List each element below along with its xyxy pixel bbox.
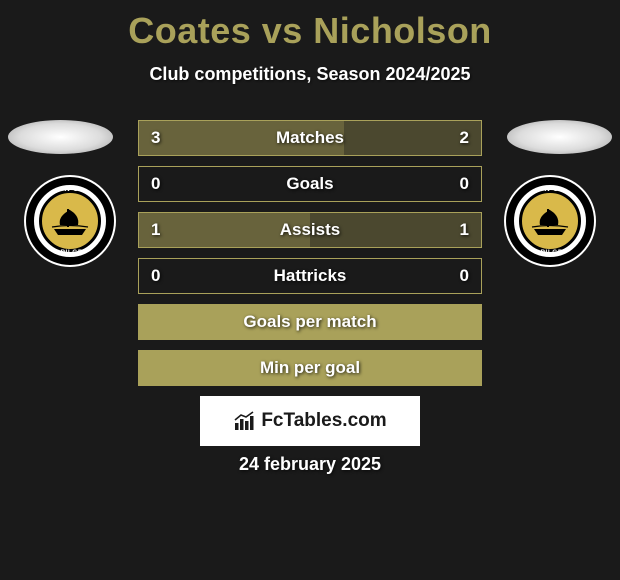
stat-label: Assists: [280, 220, 340, 240]
stat-value-right: 1: [460, 220, 469, 240]
stat-row: Min per goal: [138, 350, 482, 386]
stat-value-right: 0: [460, 174, 469, 194]
fctables-logo: FcTables.com: [200, 396, 420, 446]
stat-row: 0 Hattricks 0: [138, 258, 482, 294]
comparison-title: Coates vs Nicholson: [0, 0, 620, 52]
stat-row: Goals per match: [138, 304, 482, 340]
player-right-oval: [507, 120, 612, 154]
stat-value-left: 0: [151, 174, 160, 194]
player-left-oval: [8, 120, 113, 154]
club-badge-text-top: BOSTON UNITED: [34, 186, 106, 193]
club-badge-right: BOSTON UNITED THE PILGRIMS: [506, 177, 594, 265]
stat-label: Hattricks: [274, 266, 347, 286]
stat-value-left: 3: [151, 128, 160, 148]
club-badge-left: BOSTON UNITED THE PILGRIMS: [26, 177, 114, 265]
ship-icon: [530, 205, 570, 237]
chart-icon: [233, 411, 257, 431]
logo-rest: Tables.com: [284, 410, 387, 432]
comparison-subtitle: Club competitions, Season 2024/2025: [0, 64, 620, 85]
fctables-logo-text: FcTables.com: [233, 410, 386, 432]
stat-label: Goals: [286, 174, 333, 194]
club-badge-text-bottom: THE PILGRIMS: [514, 249, 586, 256]
stat-row: 1 Assists 1: [138, 212, 482, 248]
stat-value-left: 1: [151, 220, 160, 240]
stat-label: Min per goal: [260, 358, 360, 378]
stat-label: Matches: [276, 128, 344, 148]
comparison-date: 24 february 2025: [0, 454, 620, 475]
player-left-club-badge: BOSTON UNITED THE PILGRIMS: [24, 175, 116, 267]
stat-row: 0 Goals 0: [138, 166, 482, 202]
stat-value-left: 0: [151, 266, 160, 286]
ship-icon: [50, 205, 90, 237]
club-badge-text-top: BOSTON UNITED: [514, 186, 586, 193]
logo-fc: Fc: [261, 410, 283, 432]
club-badge-inner: [519, 190, 581, 252]
stat-value-right: 0: [460, 266, 469, 286]
club-badge-text-bottom: THE PILGRIMS: [34, 249, 106, 256]
stat-row: 3 Matches 2: [138, 120, 482, 156]
stat-label: Goals per match: [243, 312, 376, 332]
stats-panel: 3 Matches 2 0 Goals 0 1 Assists 1 0 Hattricks 0 Goal…: [138, 120, 482, 396]
player-right-club-badge: BOSTON UNITED THE PILGRIMS: [504, 175, 596, 267]
club-badge-inner: [39, 190, 101, 252]
stat-value-right: 2: [460, 128, 469, 148]
